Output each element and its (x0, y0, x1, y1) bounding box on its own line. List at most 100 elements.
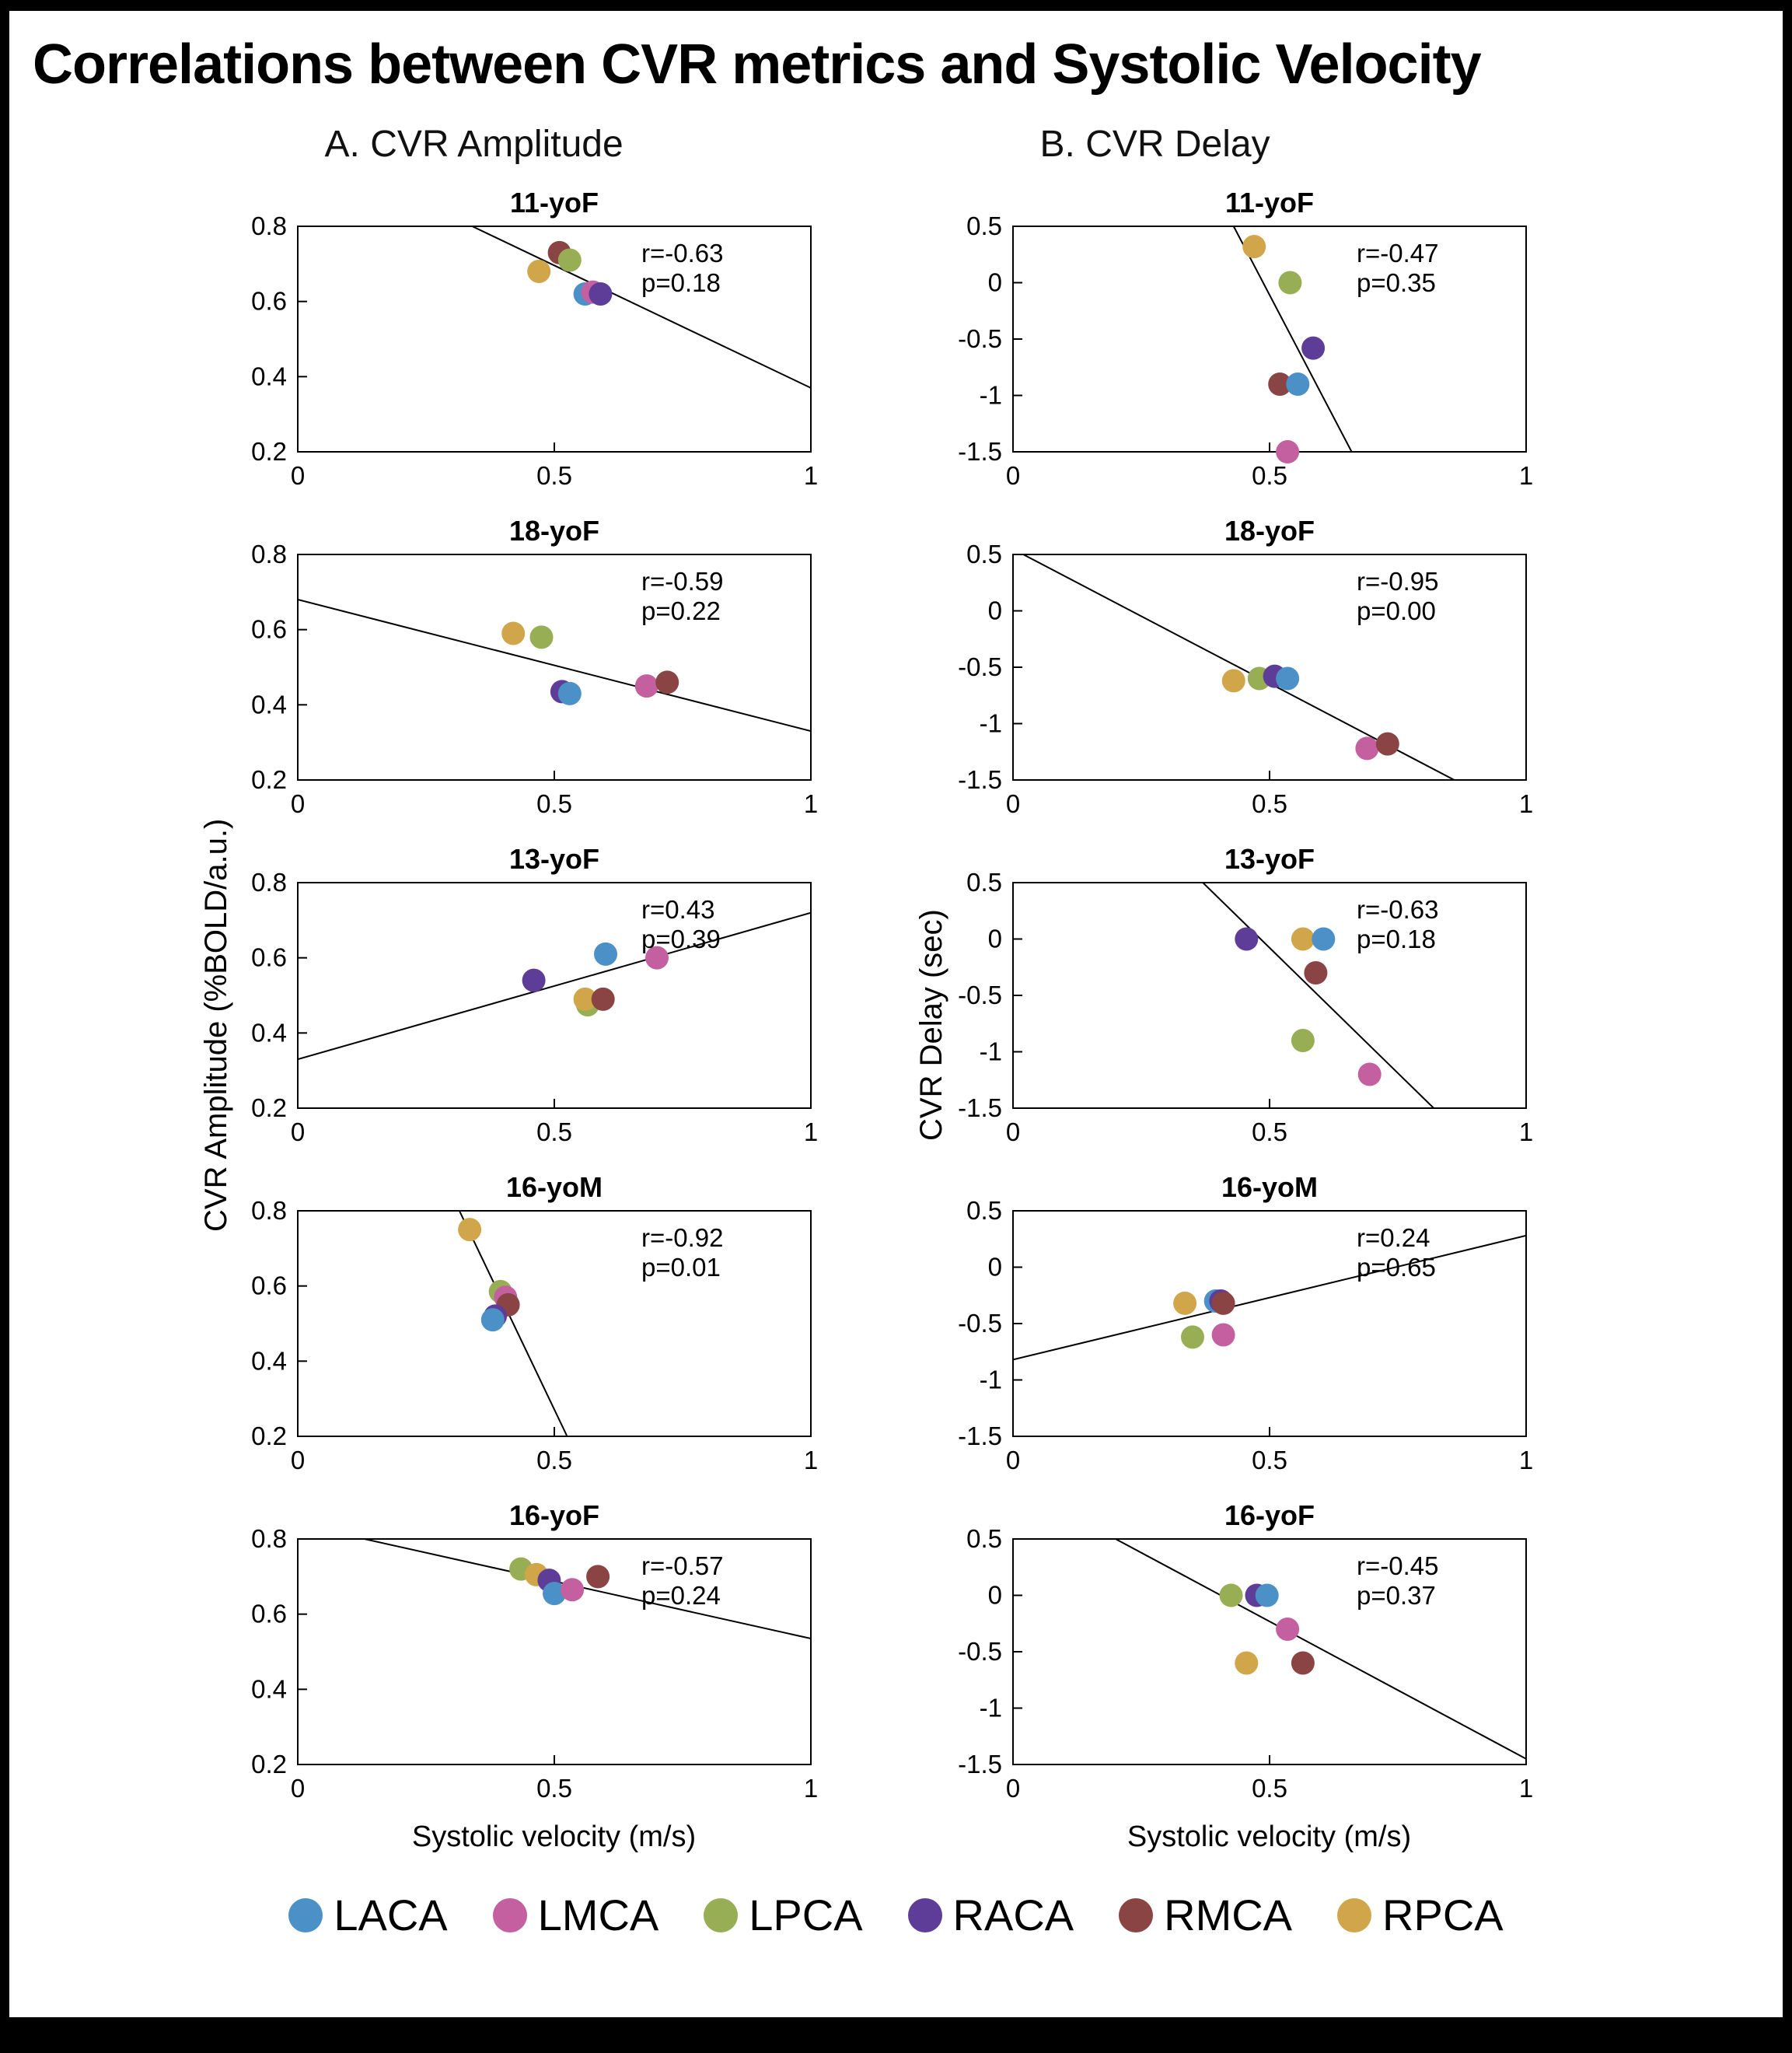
plot-columns: A. CVR Amplitude CVR Amplitude (%BOLD/a.… (9, 123, 1783, 1854)
y-tick-label: -0.5 (958, 1309, 1002, 1338)
legend-dot-LPCA (704, 1897, 739, 1932)
point-RMCA (591, 987, 615, 1011)
y-tick-label: 0.6 (251, 1600, 287, 1628)
y-tick-label: 0.5 (966, 1524, 1002, 1553)
legend-label: LACA (334, 1890, 448, 1939)
x-tick-label: 0.5 (1252, 1774, 1287, 1803)
y-tick-label: 0.6 (251, 287, 287, 316)
y-tick-label: -0.5 (958, 652, 1002, 681)
point-RMCA (655, 670, 679, 694)
legend-dot-LACA (288, 1897, 323, 1932)
x-tick-label: 1 (1518, 461, 1532, 490)
axes-box (296, 882, 812, 1109)
chart-B-11-yoF: 11-yoF 0 0.5 1 -1.5 -1 -0.5 0 0.5 r=-0.47p=0.35 (958, 187, 1533, 490)
charts-column-b: 11-yoF 0 0.5 1 -1.5 -1 -0.5 0 0.5 r=-0.47 p=0.35 18… (924, 183, 1584, 1816)
legend-item-LACA: LACA (288, 1890, 448, 1940)
y-axis-label-delay: CVR Delay (sec) (913, 909, 948, 1141)
x-tick-label: 1 (1518, 1774, 1532, 1803)
subplot-title: 13-yoF (1224, 843, 1314, 875)
charts-column-a: 11-yoF 0 0.5 1 0.2 0.4 0.6 0.8 r=-0.63 p=0.18 18-y… (208, 183, 869, 1816)
figure-frame: Correlations between CVR metrics and Sys… (9, 11, 1783, 2017)
x-tick-label: 1 (1518, 1446, 1532, 1474)
y-tick-label: 0 (987, 1581, 1001, 1610)
column-b-header: B. CVR Delay (1039, 124, 1270, 165)
chart-B-16-yoF: 16-yoF 0 0.5 1 -1.5 -1 -0.5 0 0.5 r=-0.45p=0.37 (958, 1499, 1533, 1803)
chart-A-16-yoF: 16-yoF 0 0.5 1 0.2 0.4 0.6 0.8 r=-0.57p=0.24 (251, 1499, 818, 1803)
point-LMCA (1357, 1062, 1382, 1086)
y-tick-label: -1 (979, 381, 1001, 410)
y-tick-label: 0.2 (251, 1093, 287, 1122)
r-value: r=-0.47 (1357, 239, 1438, 268)
legend-label: RPCA (1382, 1890, 1504, 1939)
point-LMCA (1211, 1323, 1235, 1347)
axes-box (296, 1210, 812, 1437)
x-tick-label: 1 (803, 461, 817, 490)
point-LPCA (529, 625, 553, 649)
r-value: r=-0.59 (641, 567, 723, 596)
point-RPCA (1172, 1291, 1196, 1315)
legend-item-LMCA: LMCA (492, 1890, 658, 1940)
subplot-title: 16-yoF (508, 1499, 599, 1531)
y-tick-label: 0.8 (251, 212, 287, 240)
point-RMCA (1303, 961, 1327, 985)
y-tick-label: 0.4 (251, 1674, 287, 1703)
r-value: r=-0.63 (641, 239, 723, 268)
y-axis-label-amplitude: CVR Amplitude (%BOLD/a.u.) (198, 818, 233, 1232)
regression-line (1202, 883, 1434, 1108)
regression-line (297, 911, 811, 1061)
point-RPCA (1234, 1651, 1258, 1675)
point-RPCA (573, 987, 597, 1011)
axes-box (1011, 1210, 1527, 1437)
y-tick-label: 0 (987, 925, 1001, 953)
y-tick-label: 0.2 (251, 765, 287, 794)
point-LACA (480, 1308, 505, 1332)
point-LPCA (1180, 1325, 1204, 1349)
x-tick-label: 0 (1005, 461, 1019, 490)
legend-dot-RMCA (1119, 1897, 1154, 1932)
x-tick-label: 0.5 (536, 789, 572, 818)
x-tick-label: 0 (290, 461, 304, 490)
point-LMCA (1354, 736, 1378, 761)
chart-A-16-yoM: 16-yoM 0 0.5 1 0.2 0.4 0.6 0.8 r=-0.92p=0.01 (251, 1171, 818, 1474)
point-RMCA (585, 1565, 610, 1589)
axes-box (1011, 882, 1527, 1109)
legend-label: RACA (952, 1890, 1074, 1939)
p-value: p=0.24 (641, 1581, 721, 1610)
y-tick-label: 0.6 (251, 1271, 287, 1300)
x-tick-label: 1 (803, 1446, 817, 1474)
r-value: r=-0.63 (1357, 895, 1438, 924)
y-tick-label: 0.4 (251, 1018, 287, 1047)
point-LPCA (1291, 1029, 1315, 1052)
regression-line (458, 1211, 568, 1436)
x-tick-label: 0 (1005, 1774, 1019, 1803)
y-tick-label: 0.5 (966, 868, 1002, 897)
y-tick-label: -1.5 (958, 765, 1002, 794)
subplot-title: 18-yoF (1224, 515, 1314, 547)
column-cvr-amplitude: A. CVR Amplitude CVR Amplitude (%BOLD/a.… (199, 123, 869, 1854)
y-tick-label: -1.5 (958, 1093, 1002, 1122)
point-RMCA (1211, 1291, 1235, 1315)
y-tick-label: 0.5 (966, 540, 1002, 568)
y-tick-label: 0.5 (966, 1196, 1002, 1225)
y-tick-label: 0.4 (251, 362, 287, 390)
p-value: p=0.35 (1357, 268, 1436, 297)
chart-B-16-yoM: 16-yoM 0 0.5 1 -1.5 -1 -0.5 0 0.5 r=0.24p=0.65 (958, 1171, 1533, 1474)
column-cvr-delay: B. CVR Delay CVR Delay (sec) 11-yoF 0 0.5 1… (914, 123, 1584, 1854)
subplot-title: 18-yoF (508, 515, 599, 547)
point-RACA (1234, 927, 1258, 951)
y-tick-label: 0.8 (251, 540, 287, 568)
point-LMCA (644, 946, 669, 970)
y-tick-label: -0.5 (958, 324, 1002, 353)
point-RACA (1301, 336, 1325, 360)
x-axis-label-b: Systolic velocity (m/s) (1127, 1820, 1412, 1853)
point-LMCA (1275, 1618, 1299, 1641)
point-LPCA (1219, 1583, 1242, 1607)
x-tick-label: 0.5 (1252, 1117, 1287, 1146)
chart-A-13-yoF: 13-yoF 0 0.5 1 0.2 0.4 0.6 0.8 r=0.43p=0.39 (251, 843, 818, 1146)
r-value: r=-0.92 (641, 1223, 723, 1252)
y-tick-label: 0.2 (251, 437, 287, 466)
r-value: r=-0.95 (1357, 567, 1438, 596)
x-tick-label: 0 (1005, 1446, 1019, 1474)
x-tick-label: 0.5 (536, 1446, 572, 1474)
figure-title: Correlations between CVR metrics and Sys… (33, 33, 1482, 96)
